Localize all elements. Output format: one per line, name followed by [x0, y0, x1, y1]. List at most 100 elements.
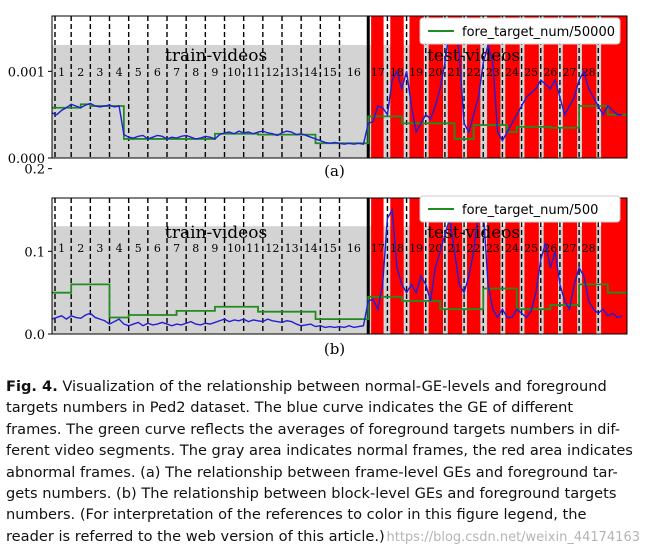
caption-line-5: gets numbers. (b) The relationship betwe… — [6, 485, 617, 503]
region-label-train: train-videos — [165, 46, 267, 66]
figure-panels: 1 2 3 4 5 6 7 8 9 10 11 12 13 14 15 16 17 18 19 20 21 22 23 24 2… — [8, 15, 628, 358]
segment-label: 8 — [192, 66, 199, 79]
segment-label: 13 — [285, 242, 299, 255]
segment-label: 5 — [135, 242, 142, 255]
abnormal-region — [562, 16, 578, 158]
segment-label: 15 — [323, 66, 337, 79]
watermark: https://blog.csdn.net/weixin_44174163 — [386, 530, 640, 545]
panel-label: (a) — [324, 162, 345, 180]
caption-line-0-text: Visualization of the relationship betwee… — [57, 378, 607, 395]
segment-label: 4 — [116, 242, 123, 255]
segment-label: 3 — [96, 66, 103, 79]
abnormal-region — [371, 16, 384, 158]
segment-label: 13 — [285, 66, 299, 79]
segment-label: 10 — [227, 66, 241, 79]
abnormal-region — [466, 16, 481, 158]
abnormal-region — [581, 16, 597, 158]
segment-label: 12 — [265, 242, 279, 255]
region-label-test: test-videos — [427, 223, 520, 243]
foreground-target-line — [52, 103, 627, 145]
legend-box — [419, 195, 621, 223]
y-tick-label: 0.0 — [24, 328, 45, 343]
segment-label: 25 — [524, 242, 538, 255]
segment-label: 6 — [154, 66, 161, 79]
segment-label: 16 — [347, 66, 361, 79]
legend-box — [419, 17, 621, 45]
segment-label: 21 — [448, 66, 462, 79]
region-label-test: test-videos — [427, 46, 520, 66]
segment-label: 17 — [371, 66, 385, 79]
segment-label: 11 — [246, 242, 260, 255]
segment-label: 6 — [154, 242, 161, 255]
figure-caption: Fig. 4. Visualization of the relationshi… — [6, 376, 634, 547]
abnormal-region — [371, 198, 384, 334]
abnormal-region — [524, 16, 539, 158]
segment-label: 1 — [58, 66, 65, 79]
caption-line-1: targets numbers in Ped2 dataset. The blu… — [6, 399, 574, 417]
abnormal-region — [581, 198, 597, 334]
abnormal-region — [409, 198, 424, 334]
segment-label: 24 — [505, 66, 519, 79]
segment-label: 23 — [486, 242, 500, 255]
segment-label: 11 — [246, 66, 260, 79]
segment-label: 12 — [265, 66, 279, 79]
segment-label: 22 — [467, 66, 481, 79]
legend-label: fore_target_num/50000 — [462, 25, 615, 40]
segment-label: 20 — [428, 242, 442, 255]
segment-label: 18 — [390, 242, 404, 255]
segment-label: 2 — [77, 66, 84, 79]
abnormal-region — [524, 198, 539, 334]
legend-label: fore_target_num/500 — [462, 203, 598, 218]
segment-label: 8 — [192, 242, 199, 255]
panel-a: 1 2 3 4 5 6 7 8 9 10 11 12 13 14 15 16 17 18 19 20 21 22 23 24 2… — [8, 15, 628, 180]
segment-label: 4 — [116, 66, 123, 79]
panel-label: (b) — [324, 340, 345, 358]
segment-label: 3 — [96, 242, 103, 255]
segment-label: 2 — [77, 242, 84, 255]
caption-line-0: Fig. 4. Visualization of the relationshi… — [6, 376, 634, 397]
segment-label: 28 — [582, 242, 596, 255]
segment-label: 5 — [135, 66, 142, 79]
segment-label: 24 — [505, 242, 519, 255]
segment-label: 17 — [371, 242, 385, 255]
segment-label: 26 — [543, 66, 557, 79]
axes-frame — [51, 15, 628, 159]
axes-frame — [51, 197, 628, 335]
segment-label: 25 — [524, 66, 538, 79]
caption-line-2: frames. The green curve reflects the ave… — [6, 420, 621, 438]
panel-b: 1 2 3 4 5 6 7 8 9 10 11 12 13 14 15 16 17 18 19 20 21 22 23 24 2… — [24, 163, 628, 358]
normal-region — [52, 44, 627, 158]
caption-line-3: ferent video segments. The gray area ind… — [6, 442, 633, 460]
segment-label: 19 — [409, 66, 423, 79]
segment-label: 27 — [563, 242, 577, 255]
abnormal-region — [390, 16, 404, 158]
segment-label: 15 — [323, 242, 337, 255]
foreground-target-line — [52, 283, 627, 321]
segment-label: 7 — [173, 66, 180, 79]
segment-label: 9 — [211, 242, 218, 255]
segment-label: 20 — [428, 66, 442, 79]
segment-label: 7 — [173, 242, 180, 255]
train-top-band — [52, 198, 369, 227]
y-tick-label: 0.001 — [8, 65, 45, 80]
y-tick-label: 0.2 — [24, 163, 45, 178]
caption-line-4: abnormal frames. (a) The relationship be… — [6, 463, 618, 481]
abnormal-region — [505, 16, 520, 158]
abnormal-region — [466, 198, 481, 334]
ge-line — [51, 207, 623, 329]
abnormal-region — [562, 198, 578, 334]
ge-line — [51, 17, 623, 145]
segment-label: 1 — [58, 242, 65, 255]
region-label-train: train-videos — [165, 223, 267, 243]
y-tick-label: 0.000 — [8, 152, 45, 167]
segment-label: 27 — [563, 66, 577, 79]
caption-line-6: numbers. (For interpretation of the refe… — [6, 506, 587, 524]
segment-label: 19 — [409, 242, 423, 255]
fig-label: Fig. 4. — [6, 378, 58, 395]
segment-label: 10 — [227, 242, 241, 255]
segment-label: 14 — [304, 66, 318, 79]
segment-label: 14 — [304, 242, 318, 255]
segment-label: 9 — [211, 66, 218, 79]
y-tick-label: 0.1 — [24, 245, 45, 260]
train-top-band — [52, 16, 369, 45]
